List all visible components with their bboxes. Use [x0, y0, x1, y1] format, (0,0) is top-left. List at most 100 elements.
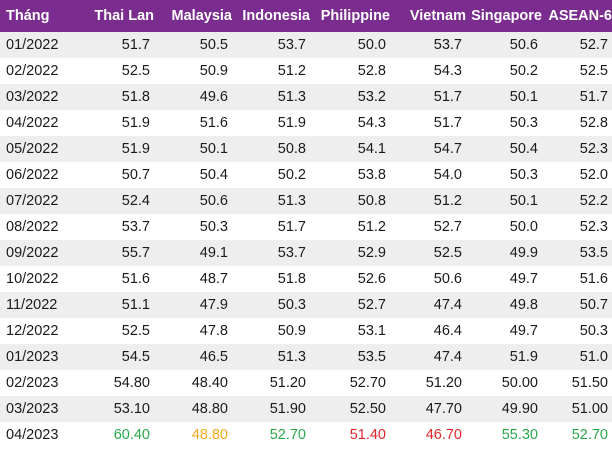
value-cell: 50.1 [466, 84, 542, 110]
value-cell: 50.2 [466, 58, 542, 84]
value-cell: 52.7 [310, 292, 390, 318]
header-row: Tháng Thai Lan Malaysia Indonesia Philip… [0, 0, 612, 32]
month-cell: 05/2022 [0, 136, 76, 162]
month-cell: 04/2022 [0, 110, 76, 136]
pmi-table: Tháng Thai Lan Malaysia Indonesia Philip… [0, 0, 612, 448]
value-cell: 51.20 [232, 370, 310, 396]
value-cell: 49.6 [154, 84, 232, 110]
value-cell: 50.4 [154, 162, 232, 188]
table-body: 01/2022 51.7 50.5 53.7 50.0 53.7 50.6 52.7 02/20… [0, 32, 612, 448]
value-cell: 48.7 [154, 266, 232, 292]
table-row: 02/2022 52.5 50.9 51.2 52.8 54.3 50.2 52.5 [0, 58, 612, 84]
month-cell: 02/2022 [0, 58, 76, 84]
value-cell: 51.00 [542, 396, 612, 422]
value-cell: 49.90 [466, 396, 542, 422]
header-vietnam: Vietnam [390, 0, 466, 32]
value-cell: 46.70 [390, 422, 466, 448]
month-cell: 06/2022 [0, 162, 76, 188]
value-cell: 50.3 [542, 318, 612, 344]
month-cell: 07/2022 [0, 188, 76, 214]
value-cell: 50.6 [466, 32, 542, 58]
value-cell: 52.70 [232, 422, 310, 448]
table-row: 01/2022 51.7 50.5 53.7 50.0 53.7 50.6 52.7 [0, 32, 612, 58]
value-cell: 53.2 [310, 84, 390, 110]
value-cell: 51.3 [232, 188, 310, 214]
value-cell: 49.7 [466, 266, 542, 292]
month-cell: 12/2022 [0, 318, 76, 344]
value-cell: 50.7 [76, 162, 154, 188]
value-cell: 52.8 [310, 58, 390, 84]
header-malaysia: Malaysia [154, 0, 232, 32]
month-cell: 02/2023 [0, 370, 76, 396]
header-indonesia: Indonesia [232, 0, 310, 32]
value-cell: 50.0 [310, 32, 390, 58]
value-cell: 52.5 [542, 58, 612, 84]
value-cell: 52.2 [542, 188, 612, 214]
value-cell: 52.50 [310, 396, 390, 422]
value-cell: 51.7 [542, 84, 612, 110]
value-cell: 54.5 [76, 344, 154, 370]
value-cell: 51.2 [390, 188, 466, 214]
value-cell: 51.6 [542, 266, 612, 292]
table-row: 10/2022 51.6 48.7 51.8 52.6 50.6 49.7 51.6 [0, 266, 612, 292]
value-cell: 54.3 [390, 58, 466, 84]
value-cell: 51.3 [232, 84, 310, 110]
month-cell: 11/2022 [0, 292, 76, 318]
header-thailand: Thai Lan [76, 0, 154, 32]
value-cell: 46.5 [154, 344, 232, 370]
value-cell: 52.5 [76, 58, 154, 84]
value-cell: 51.1 [76, 292, 154, 318]
value-cell: 50.3 [232, 292, 310, 318]
value-cell: 49.8 [466, 292, 542, 318]
value-cell: 51.8 [76, 84, 154, 110]
month-cell: 03/2023 [0, 396, 76, 422]
value-cell: 54.3 [310, 110, 390, 136]
value-cell: 53.5 [542, 240, 612, 266]
month-cell: 04/2023 [0, 422, 76, 448]
value-cell: 51.20 [390, 370, 466, 396]
table-row: 01/2023 54.5 46.5 51.3 53.5 47.4 51.9 51.0 [0, 344, 612, 370]
value-cell: 49.1 [154, 240, 232, 266]
table-row: 05/2022 51.9 50.1 50.8 54.1 54.7 50.4 52.3 [0, 136, 612, 162]
value-cell: 49.9 [466, 240, 542, 266]
value-cell: 50.9 [154, 58, 232, 84]
value-cell: 51.7 [76, 32, 154, 58]
value-cell: 50.6 [154, 188, 232, 214]
value-cell: 51.9 [466, 344, 542, 370]
value-cell: 50.2 [232, 162, 310, 188]
value-cell: 52.70 [542, 422, 612, 448]
value-cell: 60.40 [76, 422, 154, 448]
header-philippine: Philippine [310, 0, 390, 32]
value-cell: 52.5 [76, 318, 154, 344]
value-cell: 51.2 [310, 214, 390, 240]
table-row: 12/2022 52.5 47.8 50.9 53.1 46.4 49.7 50.3 [0, 318, 612, 344]
value-cell: 54.0 [390, 162, 466, 188]
value-cell: 51.9 [76, 110, 154, 136]
header-singapore: Singapore [466, 0, 542, 32]
value-cell: 51.8 [232, 266, 310, 292]
value-cell: 50.5 [154, 32, 232, 58]
month-cell: 10/2022 [0, 266, 76, 292]
value-cell: 53.8 [310, 162, 390, 188]
table-row: 03/2022 51.8 49.6 51.3 53.2 51.7 50.1 51.7 [0, 84, 612, 110]
table-row: 06/2022 50.7 50.4 50.2 53.8 54.0 50.3 52.0 [0, 162, 612, 188]
value-cell: 47.70 [390, 396, 466, 422]
value-cell: 50.4 [466, 136, 542, 162]
header-asean6: ASEAN-6 [542, 0, 612, 32]
value-cell: 53.7 [390, 32, 466, 58]
value-cell: 52.5 [390, 240, 466, 266]
value-cell: 51.90 [232, 396, 310, 422]
value-cell: 50.1 [154, 136, 232, 162]
month-cell: 09/2022 [0, 240, 76, 266]
value-cell: 53.5 [310, 344, 390, 370]
value-cell: 47.9 [154, 292, 232, 318]
table-row: 08/2022 53.7 50.3 51.7 51.2 52.7 50.0 52.3 [0, 214, 612, 240]
value-cell: 52.7 [390, 214, 466, 240]
month-cell: 08/2022 [0, 214, 76, 240]
value-cell: 51.7 [232, 214, 310, 240]
value-cell: 52.6 [310, 266, 390, 292]
value-cell: 51.6 [154, 110, 232, 136]
month-cell: 01/2023 [0, 344, 76, 370]
table-row: 03/2023 53.10 48.80 51.90 52.50 47.70 49.90 51.… [0, 396, 612, 422]
value-cell: 51.40 [310, 422, 390, 448]
